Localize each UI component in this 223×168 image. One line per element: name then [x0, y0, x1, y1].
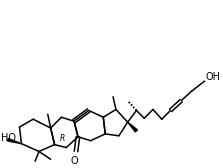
Polygon shape	[7, 139, 21, 144]
Text: HO: HO	[1, 133, 16, 143]
Text: O: O	[70, 156, 78, 166]
Polygon shape	[128, 122, 137, 132]
Text: OH: OH	[206, 72, 221, 82]
Text: $R$: $R$	[59, 132, 66, 143]
